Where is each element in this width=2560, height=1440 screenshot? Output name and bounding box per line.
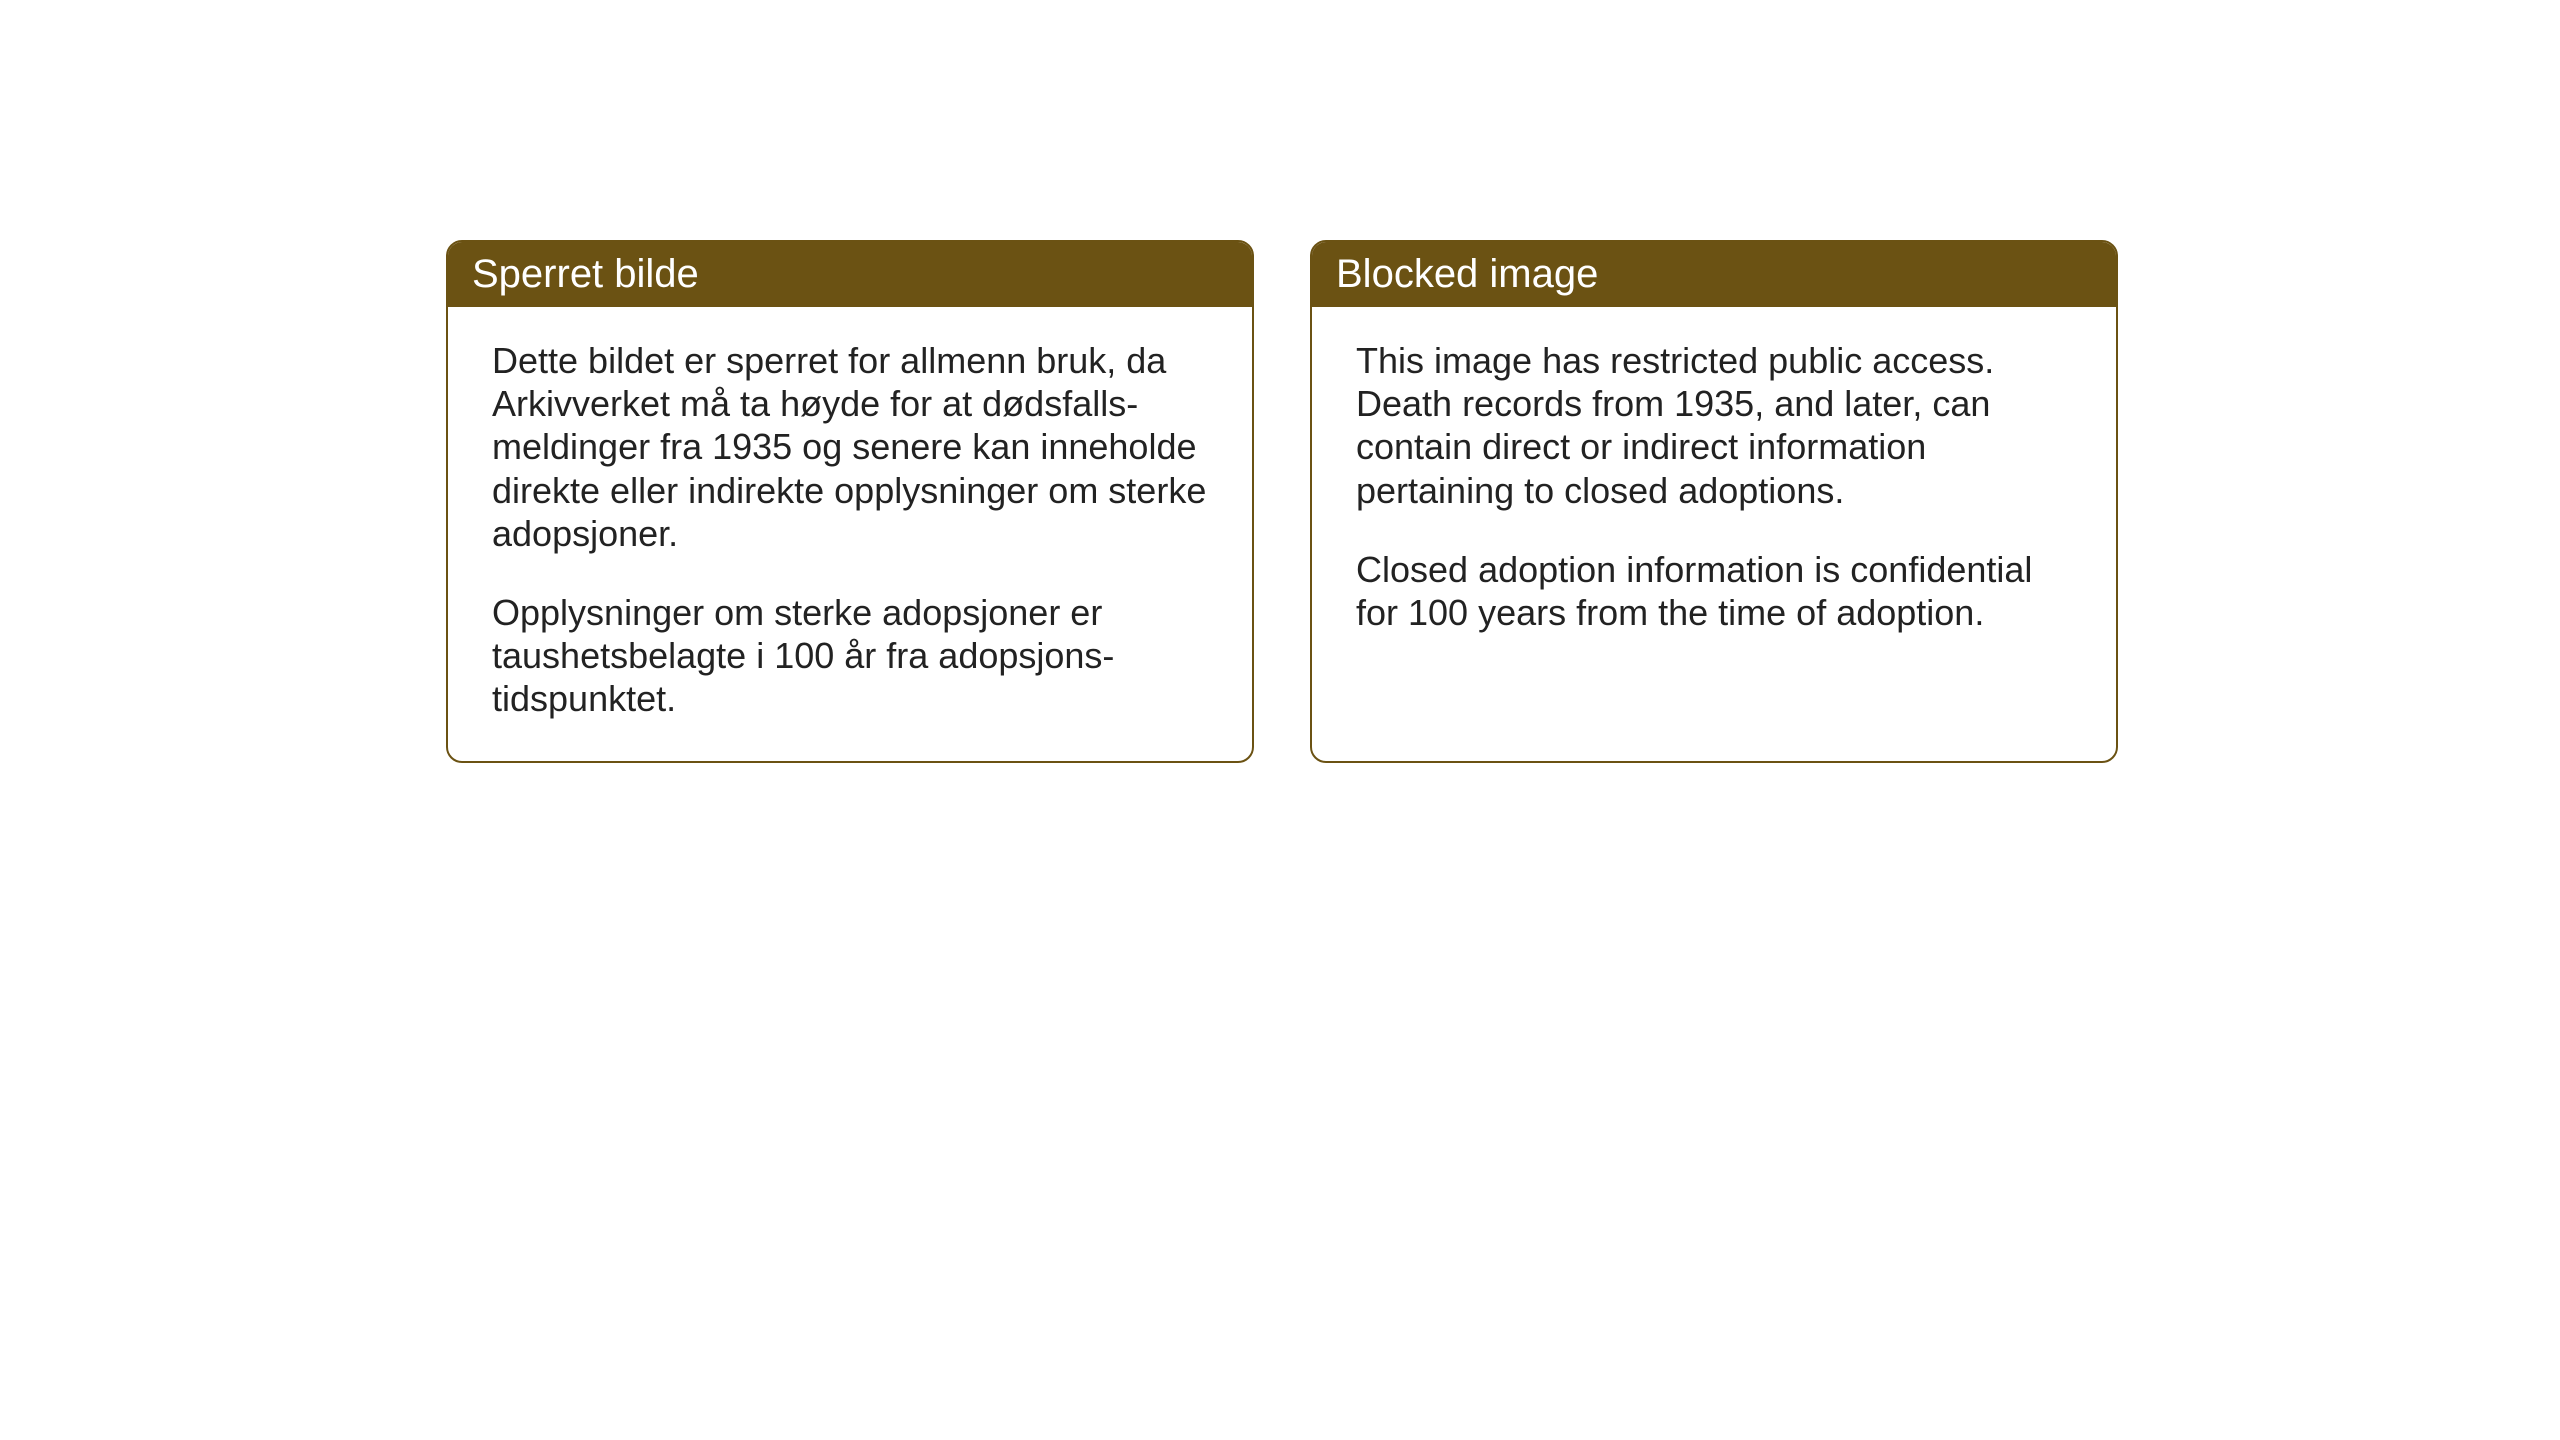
norwegian-paragraph-1: Dette bildet er sperret for allmenn bruk…: [492, 339, 1208, 555]
notice-cards-container: Sperret bilde Dette bildet er sperret fo…: [446, 240, 2118, 763]
english-card-header: Blocked image: [1312, 242, 2116, 307]
norwegian-card-title: Sperret bilde: [472, 252, 699, 296]
english-paragraph-1: This image has restricted public access.…: [1356, 339, 2072, 512]
english-paragraph-2: Closed adoption information is confident…: [1356, 548, 2072, 634]
norwegian-notice-card: Sperret bilde Dette bildet er sperret fo…: [446, 240, 1254, 763]
english-notice-card: Blocked image This image has restricted …: [1310, 240, 2118, 763]
english-card-title: Blocked image: [1336, 252, 1598, 296]
norwegian-card-header: Sperret bilde: [448, 242, 1252, 307]
norwegian-paragraph-2: Opplysninger om sterke adopsjoner er tau…: [492, 591, 1208, 721]
english-card-body: This image has restricted public access.…: [1312, 307, 2116, 674]
norwegian-card-body: Dette bildet er sperret for allmenn bruk…: [448, 307, 1252, 761]
